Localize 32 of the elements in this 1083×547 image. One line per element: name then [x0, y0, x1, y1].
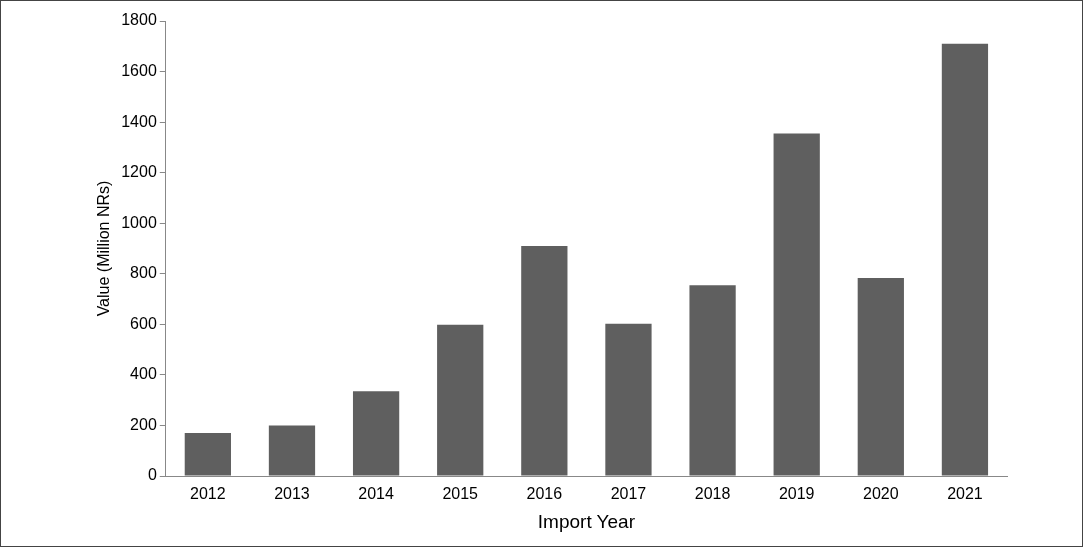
- y-tick-label: 1800: [121, 11, 157, 29]
- y-tick-label: 1600: [121, 61, 157, 79]
- y-tick-label: 1200: [121, 163, 157, 181]
- x-axis-title: Import Year: [537, 510, 636, 532]
- x-tick-label: 2016: [526, 485, 563, 503]
- y-tick-label: 400: [130, 365, 157, 383]
- y-tick-label: 200: [130, 415, 157, 433]
- x-tick-label: 2019: [778, 485, 815, 503]
- x-tick-label: 2018: [694, 485, 731, 503]
- y-tick-label: 0: [147, 466, 157, 484]
- bar: [268, 425, 316, 476]
- bar: [689, 285, 736, 476]
- y-tick-label: 1000: [121, 213, 157, 231]
- y-tick-label: 600: [130, 314, 157, 332]
- bar: [605, 323, 652, 476]
- bar: [184, 433, 231, 476]
- bar: [521, 245, 568, 476]
- y-tick-label: 1400: [121, 112, 157, 130]
- bar: [941, 43, 989, 476]
- y-axis-title: Value (Million NRs): [95, 180, 113, 317]
- bar: [773, 133, 820, 476]
- x-tick-label: 2020: [863, 485, 899, 503]
- bar: [857, 278, 904, 476]
- x-tick-label: 2021: [947, 485, 983, 503]
- x-tick-label: 2014: [358, 485, 394, 503]
- x-tick-label: 2012: [190, 485, 226, 503]
- x-tick-label: 2013: [274, 485, 310, 503]
- bar: [437, 324, 484, 476]
- x-tick-label: 2015: [442, 485, 479, 503]
- x-tick-label: 2017: [610, 485, 647, 503]
- y-tick-label: 800: [130, 264, 157, 282]
- bar: [352, 391, 400, 476]
